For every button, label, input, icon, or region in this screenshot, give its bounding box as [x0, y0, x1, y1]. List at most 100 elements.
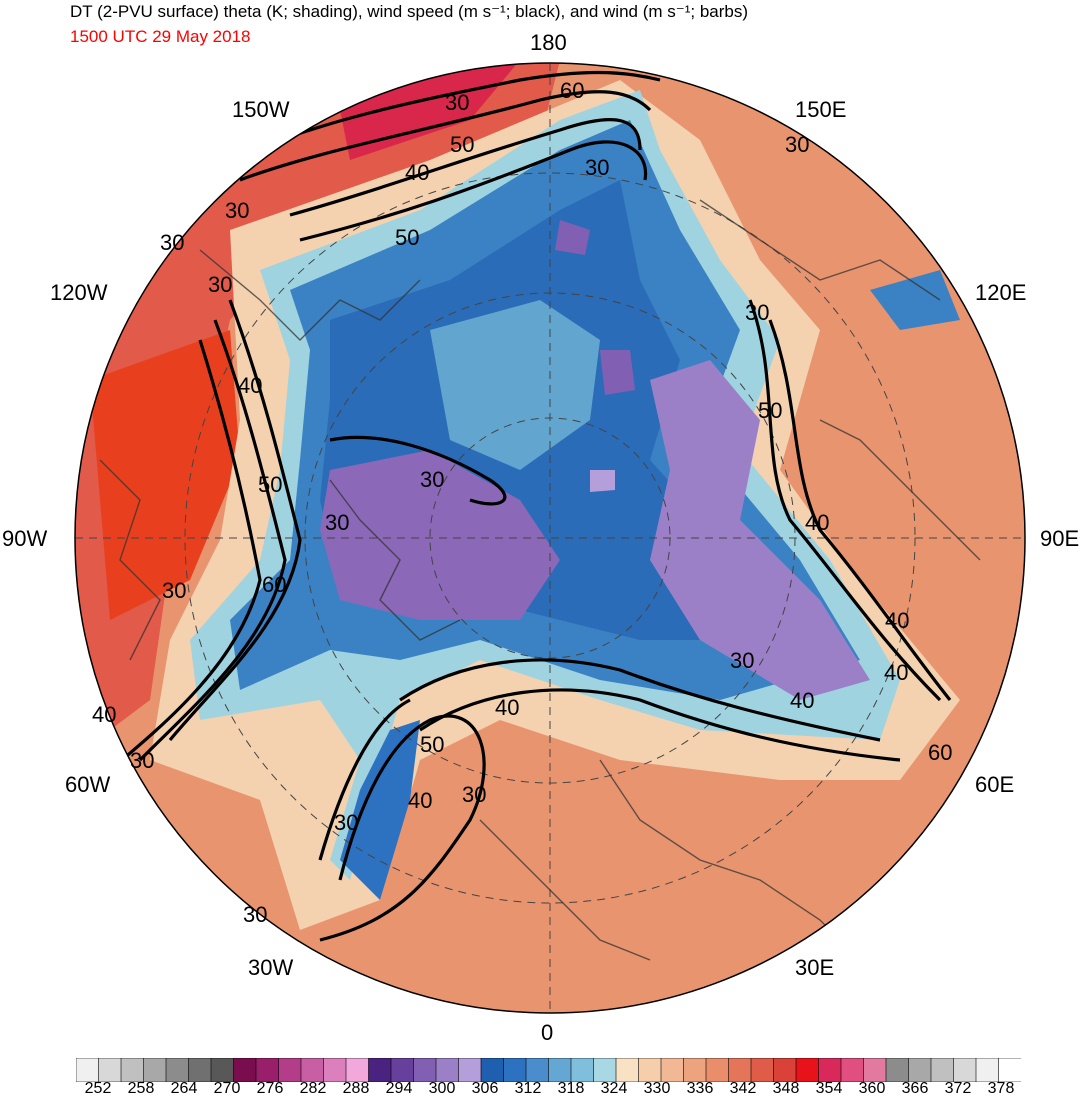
- colorbar-swatch: [705, 1058, 730, 1082]
- colorbar-tick-label: 330: [643, 1080, 671, 1097]
- colorbar-swatch: [728, 1058, 752, 1082]
- contour-label: 40: [238, 373, 262, 398]
- colorbar-tick-label: 276: [256, 1080, 284, 1097]
- colorbar-swatch: [750, 1058, 775, 1082]
- colorbar-swatch: [390, 1058, 415, 1082]
- colorbar-swatch: [908, 1058, 932, 1082]
- colorbar-tick-label: 300: [428, 1080, 456, 1097]
- figure-title: DT (2-PVU surface) theta (K; shading), w…: [70, 2, 749, 21]
- colorbar-tick-label: 354: [815, 1080, 843, 1097]
- contour-label: 50: [758, 398, 782, 423]
- contour-label: 40: [805, 510, 829, 535]
- contour-label: 50: [258, 472, 282, 497]
- colorbar-tick-label: 336: [686, 1080, 714, 1097]
- lon-label-60e: 60E: [975, 772, 1015, 797]
- colorbar-swatch: [278, 1058, 302, 1082]
- contour-label: 30: [785, 132, 809, 157]
- contour-label: 60: [928, 740, 952, 765]
- colorbar-swatch: [368, 1058, 392, 1082]
- colorbar-tick-label: 318: [557, 1080, 585, 1097]
- colorbar-tick-label: 252: [84, 1080, 112, 1097]
- lon-label-30e: 30E: [795, 955, 835, 980]
- colorbar-swatch: [548, 1058, 572, 1082]
- contour-label: 30: [243, 902, 267, 927]
- colorbar-tick-label: 324: [600, 1080, 628, 1097]
- contour-label: 30: [225, 198, 249, 223]
- lon-label-0: 0: [541, 1020, 554, 1045]
- contour-label: 40: [405, 160, 429, 185]
- contour-label: 50: [395, 225, 419, 250]
- colorbar-tick-label: 288: [342, 1080, 370, 1097]
- colorbar-tick-label: 270: [213, 1080, 241, 1097]
- colorbar-swatch: [76, 1058, 100, 1082]
- contour-label-group: 30 60 50 40 30 30 50 30 30 30 30 40 50 3…: [92, 78, 952, 927]
- colorbar: [76, 1058, 1021, 1082]
- contour-label: 50: [450, 132, 474, 157]
- contour-label: 60: [560, 78, 584, 103]
- colorbar-swatch: [660, 1058, 685, 1082]
- contour-label: 30: [208, 272, 232, 297]
- lon-label-150e: 150E: [795, 97, 847, 122]
- colorbar-swatch: [615, 1058, 640, 1082]
- contour-label: 30: [585, 155, 609, 180]
- colorbar-swatch: [503, 1058, 527, 1082]
- colorbar-swatch: [593, 1058, 617, 1082]
- colorbar-tick-label: 366: [901, 1080, 929, 1097]
- colorbar-tick-label: 360: [858, 1080, 886, 1097]
- lon-label-90e: 90E: [1040, 526, 1080, 551]
- colorbar-tick-label: 264: [170, 1080, 198, 1097]
- valid-time: 1500 UTC 29 May 2018: [70, 27, 251, 46]
- colorbar-swatch: [210, 1058, 235, 1082]
- colorbar-labels: 252 258 264 270 276 282 288 294 300 306 312 318 324 3…: [0, 1080, 1088, 1104]
- lon-label-60w: 60W: [65, 772, 111, 797]
- colorbar-swatch: [818, 1058, 842, 1082]
- lon-label-30w: 30W: [248, 955, 294, 980]
- contour-label: 30: [745, 300, 769, 325]
- colorbar-swatch: [435, 1058, 460, 1082]
- colorbar-swatch: [300, 1058, 325, 1082]
- colorbar-tick-label: 378: [987, 1080, 1015, 1097]
- contour-label: 30: [445, 90, 469, 115]
- colorbar-swatch: [795, 1058, 820, 1082]
- contour-label: 30: [462, 782, 486, 807]
- map-boundary: [74, 62, 1026, 1014]
- colorbar-swatch: [930, 1058, 955, 1082]
- colorbar-swatch: [120, 1058, 145, 1082]
- contour-label: 40: [495, 695, 519, 720]
- colorbar-swatch: [953, 1058, 977, 1082]
- colorbar-tick-label: 282: [299, 1080, 327, 1097]
- colorbar-swatch: [143, 1058, 167, 1082]
- colorbar-swatch: [323, 1058, 347, 1082]
- colorbar-tick-label: 348: [772, 1080, 800, 1097]
- colorbar-swatch: [413, 1058, 437, 1082]
- colorbar-swatch: [840, 1058, 865, 1082]
- colorbar-swatch: [255, 1058, 280, 1082]
- colorbar-swatch: [345, 1058, 370, 1082]
- colorbar-swatch: [863, 1058, 887, 1082]
- colorbar-tick-label: 312: [514, 1080, 542, 1097]
- contour-label: 40: [885, 608, 909, 633]
- contour-label: 30: [420, 467, 444, 492]
- colorbar-swatch: [98, 1058, 122, 1082]
- colorbar-tick-label: 342: [729, 1080, 757, 1097]
- lon-label-120e: 120E: [975, 280, 1027, 305]
- colorbar-swatch: [188, 1058, 212, 1082]
- colorbar-swatch: [998, 1058, 1021, 1082]
- contour-label: 60: [262, 572, 286, 597]
- colorbar-swatch: [525, 1058, 550, 1082]
- colorbar-tick-label: 258: [127, 1080, 155, 1097]
- colorbar-swatch: [773, 1058, 797, 1082]
- colorbar-swatch: [683, 1058, 707, 1082]
- contour-label: 30: [334, 810, 358, 835]
- lon-label-90w: 90W: [2, 526, 48, 551]
- colorbar-swatch: [480, 1058, 505, 1082]
- colorbar-swatch: [975, 1058, 1000, 1082]
- colorbar-tick-label: 372: [944, 1080, 972, 1097]
- contour-label: 30: [325, 510, 349, 535]
- colorbar-swatch: [570, 1058, 595, 1082]
- contour-label: 50: [420, 732, 444, 757]
- lon-label-180: 180: [530, 30, 567, 55]
- colorbar-swatch: [638, 1058, 662, 1082]
- graticule: [75, 63, 1025, 1013]
